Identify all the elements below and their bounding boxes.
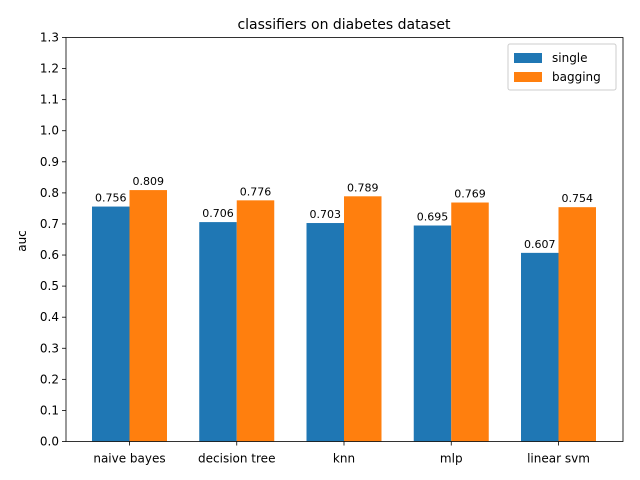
legend-label-single: single: [552, 51, 588, 65]
y-tick-label-0-2: 0.2: [40, 372, 59, 386]
value-label-bagging-mlp: 0.769: [454, 188, 486, 201]
y-tick-label-0-9: 0.9: [40, 155, 59, 169]
bar-single-knn: [306, 223, 344, 442]
x-tick-label-naive-bayes: naive bayes: [93, 452, 165, 466]
bar-bagging-mlp: [451, 202, 489, 442]
value-label-single-knn: 0.703: [310, 208, 342, 221]
legend-label-bagging: bagging: [552, 70, 601, 84]
value-label-bagging-naive-bayes: 0.809: [133, 175, 165, 188]
plot-frame: [65, 37, 624, 442]
value-label-single-mlp: 0.695: [417, 211, 449, 224]
y-axis-label: auc: [15, 230, 29, 252]
x-tick-label-knn: knn: [333, 452, 355, 466]
legend: single bagging: [507, 43, 617, 91]
value-label-bagging-decision-tree: 0.776: [240, 185, 272, 198]
value-label-single-linear-svm: 0.607: [524, 238, 556, 251]
x-tick-label-linear-svm: linear svm: [527, 452, 590, 466]
value-label-single-decision-tree: 0.706: [202, 207, 234, 220]
bar-bagging-knn: [344, 196, 382, 442]
bar-single-linear-svm: [521, 252, 559, 442]
x-tick-label-decision-tree: decision tree: [198, 452, 275, 466]
bar-bagging-naive-bayes: [129, 190, 167, 442]
bar-bagging-decision-tree: [236, 200, 275, 442]
y-axis: 0.0 0.1 0.2 0.3 0.4 0.5 0.6 0.7 0.8 0.9 1.0 1.1 1.2 1…: [40, 31, 66, 449]
y-tick-label-1-2: 1.2: [40, 62, 59, 76]
bar-single-naive-bayes: [92, 206, 130, 442]
y-tick-label-0-3: 0.3: [40, 341, 59, 355]
y-tick-label-0-0: 0.0: [40, 435, 59, 449]
bar-bagging-linear-svm: [558, 207, 596, 442]
x-tick-label-mlp: mlp: [440, 452, 463, 466]
value-label-single-naive-bayes: 0.756: [95, 192, 127, 205]
value-label-bagging-linear-svm: 0.754: [562, 192, 594, 205]
bars-layer: [92, 190, 596, 442]
y-tick-label-1-1: 1.1: [40, 93, 59, 107]
y-tick-label-0-1: 0.1: [40, 403, 59, 417]
chart-title: classifiers on diabetes dataset: [237, 17, 451, 33]
y-tick-label-1-0: 1.0: [40, 124, 59, 138]
y-tick-label-0-8: 0.8: [40, 186, 59, 200]
legend-swatch-single: [514, 53, 542, 63]
value-labels-layer: 0.756 0.809 0.706 0.776 0.703 0.789 0.695 0.769…: [95, 175, 593, 251]
legend-swatch-bagging: [514, 72, 542, 82]
bar-single-mlp: [413, 225, 452, 442]
bar-single-decision-tree: [199, 222, 237, 442]
y-tick-label-0-4: 0.4: [40, 310, 59, 324]
y-tick-label-0-7: 0.7: [40, 217, 59, 231]
y-tick-label-1-3: 1.3: [40, 31, 59, 45]
y-tick-label-0-6: 0.6: [40, 248, 59, 262]
value-label-bagging-knn: 0.789: [347, 181, 379, 194]
y-tick-label-0-5: 0.5: [40, 279, 59, 293]
x-axis: naive bayes decision tree knn mlp linear svm: [93, 441, 590, 466]
